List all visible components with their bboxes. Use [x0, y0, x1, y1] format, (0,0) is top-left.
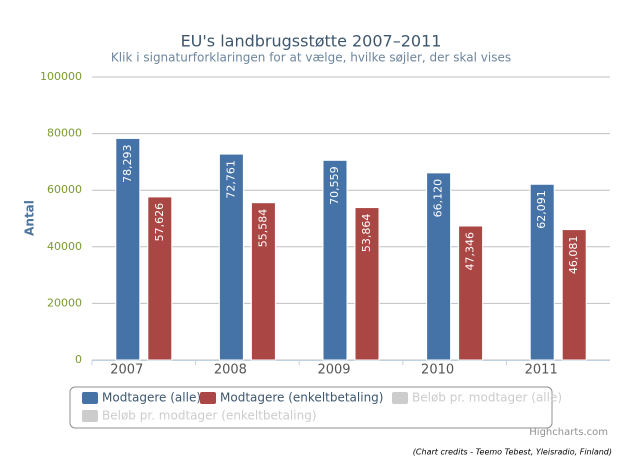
data-label: 62,091: [535, 190, 548, 229]
x-tick-label: 2009: [317, 363, 350, 378]
data-label: 53,864: [360, 214, 373, 253]
bar: [322, 159, 348, 361]
bar: [354, 207, 380, 361]
data-label: 66,120: [432, 179, 445, 218]
legend-swatch[interactable]: [200, 392, 216, 404]
y-axis-title: Antal: [23, 200, 37, 236]
bar: [250, 202, 276, 361]
x-tick-label: 2007: [110, 363, 143, 378]
bar: [426, 172, 452, 361]
legend-label[interactable]: Beløb pr. modtager (enkeltbetaling): [102, 409, 317, 423]
y-tick-label: 80000: [47, 127, 82, 140]
y-tick-label: 0: [75, 353, 82, 366]
credits[interactable]: Highcharts.com: [529, 427, 608, 438]
legend-box: [69, 386, 553, 429]
bar: [147, 196, 173, 361]
chart-subtitle: Klik i signaturforklaringen for at vælge…: [111, 51, 511, 65]
y-tick-label: 20000: [47, 296, 82, 309]
data-label: 57,626: [153, 203, 166, 242]
data-label: 72,761: [224, 160, 237, 199]
y-tick-label: 100000: [40, 70, 82, 83]
bar: [458, 225, 484, 361]
x-tick-label: 2008: [214, 363, 247, 378]
bar: [218, 153, 244, 361]
data-label: 47,346: [464, 232, 477, 270]
x-tick-label: 2011: [525, 363, 558, 378]
legend-swatch[interactable]: [82, 410, 98, 422]
legend-label[interactable]: Beløb pr. modtager (alle): [412, 391, 562, 405]
x-tick-label: 2010: [421, 363, 454, 378]
y-tick-label: 40000: [47, 240, 82, 253]
bar: [561, 229, 587, 361]
legend-swatch[interactable]: [82, 392, 98, 404]
legend-label[interactable]: Modtagere (alle): [102, 391, 201, 405]
chart-note: (Chart credits - Teemo Tebest, Yleisradi…: [413, 448, 612, 457]
data-label: 78,293: [121, 144, 134, 183]
legend-label[interactable]: Modtagere (enkeltbetaling): [220, 391, 383, 405]
chart-title: EU's landbrugsstøtte 2007–2011: [181, 32, 442, 51]
bar: [115, 137, 141, 361]
data-label: 70,559: [328, 166, 341, 205]
data-label: 55,584: [256, 209, 269, 248]
data-label: 46,081: [567, 236, 580, 274]
legend-swatch[interactable]: [392, 392, 408, 404]
y-tick-label: 60000: [47, 183, 82, 196]
bar: [529, 183, 555, 361]
